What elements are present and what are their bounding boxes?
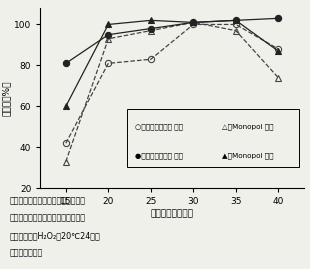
- Text: 図３　登熟中の種子の出芽率の変化: 図３ 登熟中の種子の出芽率の変化: [9, 196, 85, 205]
- Text: ▲：Monopol 全粒: ▲：Monopol 全粒: [222, 153, 274, 159]
- Text: 浸積）した。: 浸積）した。: [9, 249, 42, 258]
- Text: △：Monopol 半粒: △：Monopol 半粒: [222, 124, 274, 130]
- Text: 処理（１％H₂O₂、20℃24時間: 処理（１％H₂O₂、20℃24時間: [9, 231, 100, 240]
- X-axis label: 開花後日数（日）: 開花後日数（日）: [151, 209, 193, 218]
- Y-axis label: 出芽率（%）: 出芽率（%）: [2, 80, 11, 116]
- Text: 注）　種子は、乾燥後過酸化水素: 注） 種子は、乾燥後過酸化水素: [9, 214, 85, 223]
- Bar: [127, 109, 299, 167]
- Text: ●：ナンブコムギ 全粒: ●：ナンブコムギ 全粒: [135, 153, 183, 159]
- Text: ○：ナンブコムギ 半粒: ○：ナンブコムギ 半粒: [135, 124, 183, 130]
